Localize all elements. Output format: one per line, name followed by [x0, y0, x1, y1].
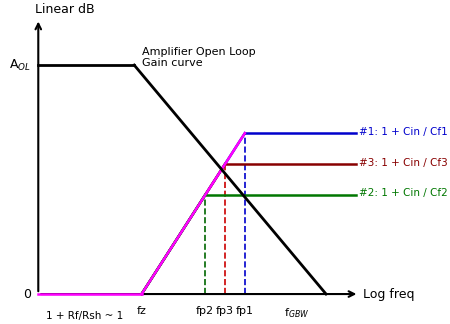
Text: #3: 1 + Cin / Cf3: #3: 1 + Cin / Cf3 — [359, 157, 448, 168]
Text: Amplifier Open Loop
Gain curve: Amplifier Open Loop Gain curve — [142, 47, 255, 68]
Text: fp3: fp3 — [216, 307, 234, 317]
Text: f$_{GBW}$: f$_{GBW}$ — [284, 307, 309, 320]
Text: A$_{OL}$: A$_{OL}$ — [9, 58, 31, 73]
Text: 0: 0 — [23, 287, 31, 301]
Text: 1 + Rf/Rsh ~ 1: 1 + Rf/Rsh ~ 1 — [45, 311, 123, 321]
Text: fp1: fp1 — [236, 307, 254, 317]
Text: fp2: fp2 — [196, 307, 214, 317]
Text: fz: fz — [137, 307, 147, 317]
Text: Log freq: Log freq — [363, 287, 414, 301]
Text: #2: 1 + Cin / Cf2: #2: 1 + Cin / Cf2 — [359, 189, 448, 199]
Text: Linear dB: Linear dB — [35, 3, 94, 16]
Text: #1: 1 + Cin / Cf1: #1: 1 + Cin / Cf1 — [359, 127, 448, 137]
